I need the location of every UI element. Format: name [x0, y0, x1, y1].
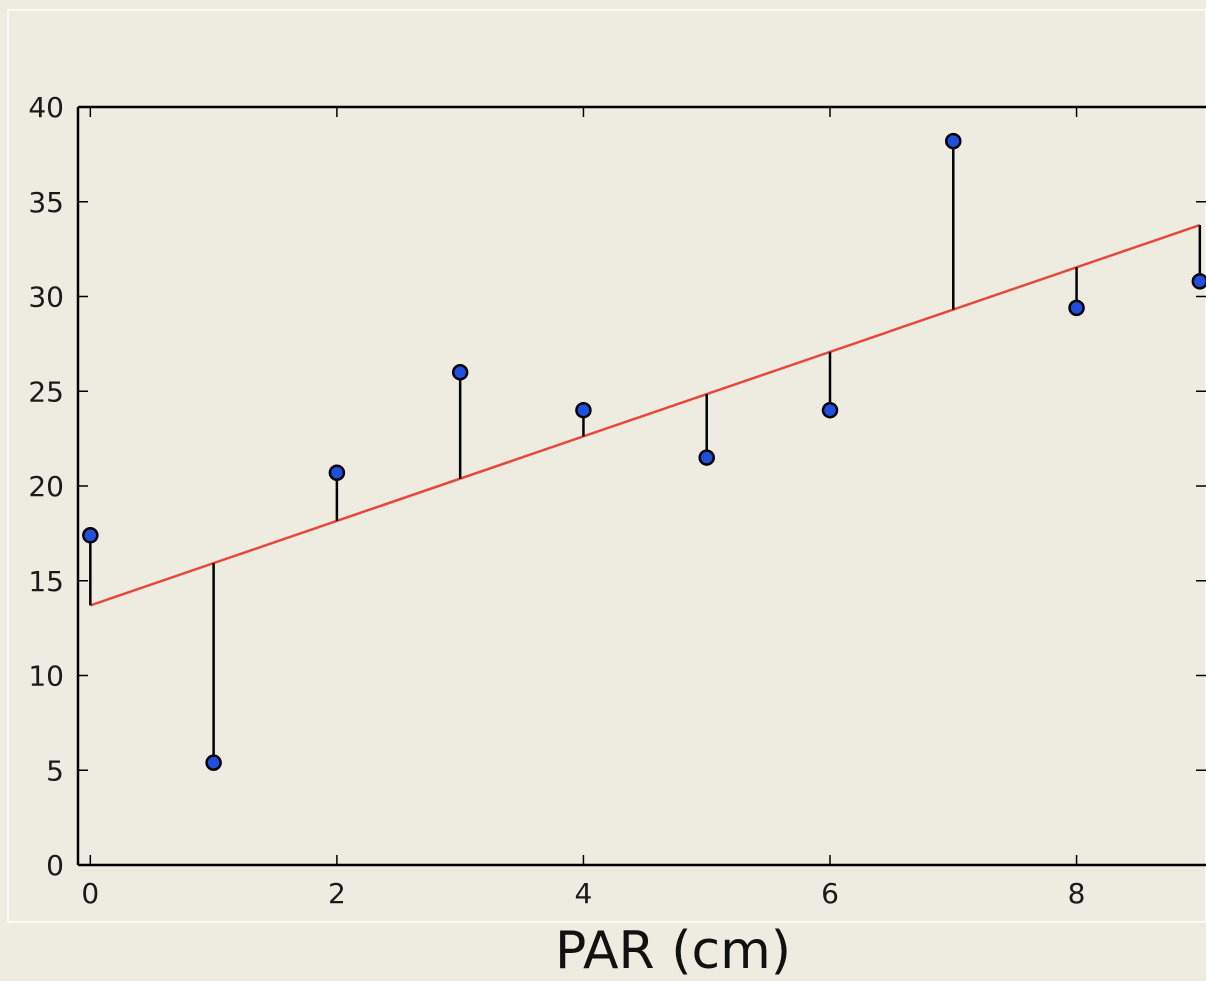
x-tick-label: 6 — [821, 877, 839, 910]
data-points-layer — [82, 132, 1206, 771]
data-point — [575, 401, 592, 419]
residuals-layer — [89, 141, 1202, 763]
axes — [76, 105, 1206, 867]
x-tick-label: 4 — [575, 877, 593, 910]
data-point — [945, 132, 962, 150]
tick-labels: 0 2 4 6 8 0 5 10 15 20 25 30 35 40 — [28, 91, 1085, 910]
data-point — [1191, 273, 1206, 290]
data-point — [821, 401, 839, 419]
y-tick-label: 5 — [46, 754, 64, 787]
y-tick-label: 30 — [28, 281, 64, 314]
data-point — [82, 527, 99, 544]
data-point — [451, 364, 469, 381]
y-tick-label: 0 — [46, 849, 64, 882]
x-tick-label: 0 — [81, 877, 99, 910]
regression-line-layer — [89, 223, 1201, 607]
y-tick-label: 10 — [28, 660, 64, 693]
x-tick-label: 2 — [328, 877, 346, 910]
data-point — [1068, 299, 1085, 317]
y-tick-label: 15 — [28, 565, 64, 598]
y-tick-label: 20 — [28, 470, 64, 503]
data-point — [328, 464, 346, 481]
data-point — [205, 754, 222, 771]
x-tick-label: 8 — [1068, 877, 1086, 910]
plot-panel — [7, 9, 1206, 923]
y-tick-label: 25 — [28, 375, 64, 408]
y-tick-label: 35 — [28, 186, 64, 219]
data-point — [698, 449, 715, 466]
x-axis-label: PAR (cm) — [555, 921, 791, 981]
y-tick-label: 40 — [28, 91, 64, 124]
regression-line — [89, 223, 1201, 607]
